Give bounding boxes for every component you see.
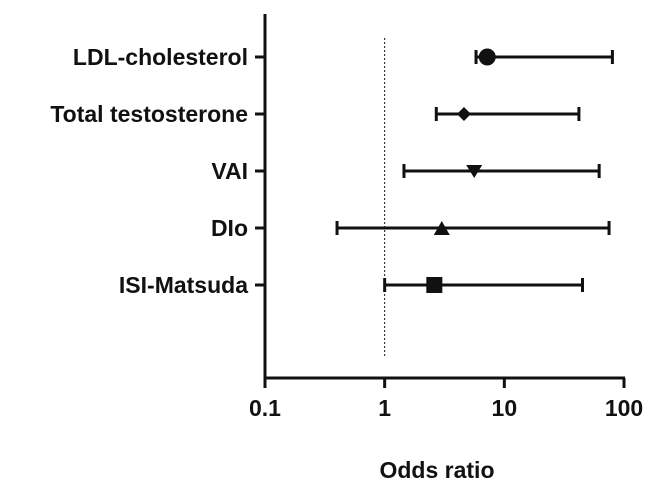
row-label: LDL-cholesterol — [73, 44, 248, 70]
x-axis-title: Odds ratio — [379, 457, 494, 483]
row-label: ISI-Matsuda — [119, 272, 248, 298]
x-tick-label: 10 — [492, 395, 518, 421]
point-estimate-circle — [478, 48, 496, 66]
point-estimate-square — [426, 277, 443, 293]
row-label: Total testosterone — [50, 101, 248, 127]
point-estimate-diamond — [456, 107, 471, 121]
row-label: VAI — [211, 158, 248, 184]
point-estimate-triangle-up — [433, 221, 450, 235]
x-tick-label: 100 — [605, 395, 643, 421]
row-label: DIo — [211, 215, 248, 241]
x-tick-label: 0.1 — [249, 395, 281, 421]
x-tick-label: 1 — [378, 395, 391, 421]
point-estimate-triangle-down — [466, 165, 483, 178]
